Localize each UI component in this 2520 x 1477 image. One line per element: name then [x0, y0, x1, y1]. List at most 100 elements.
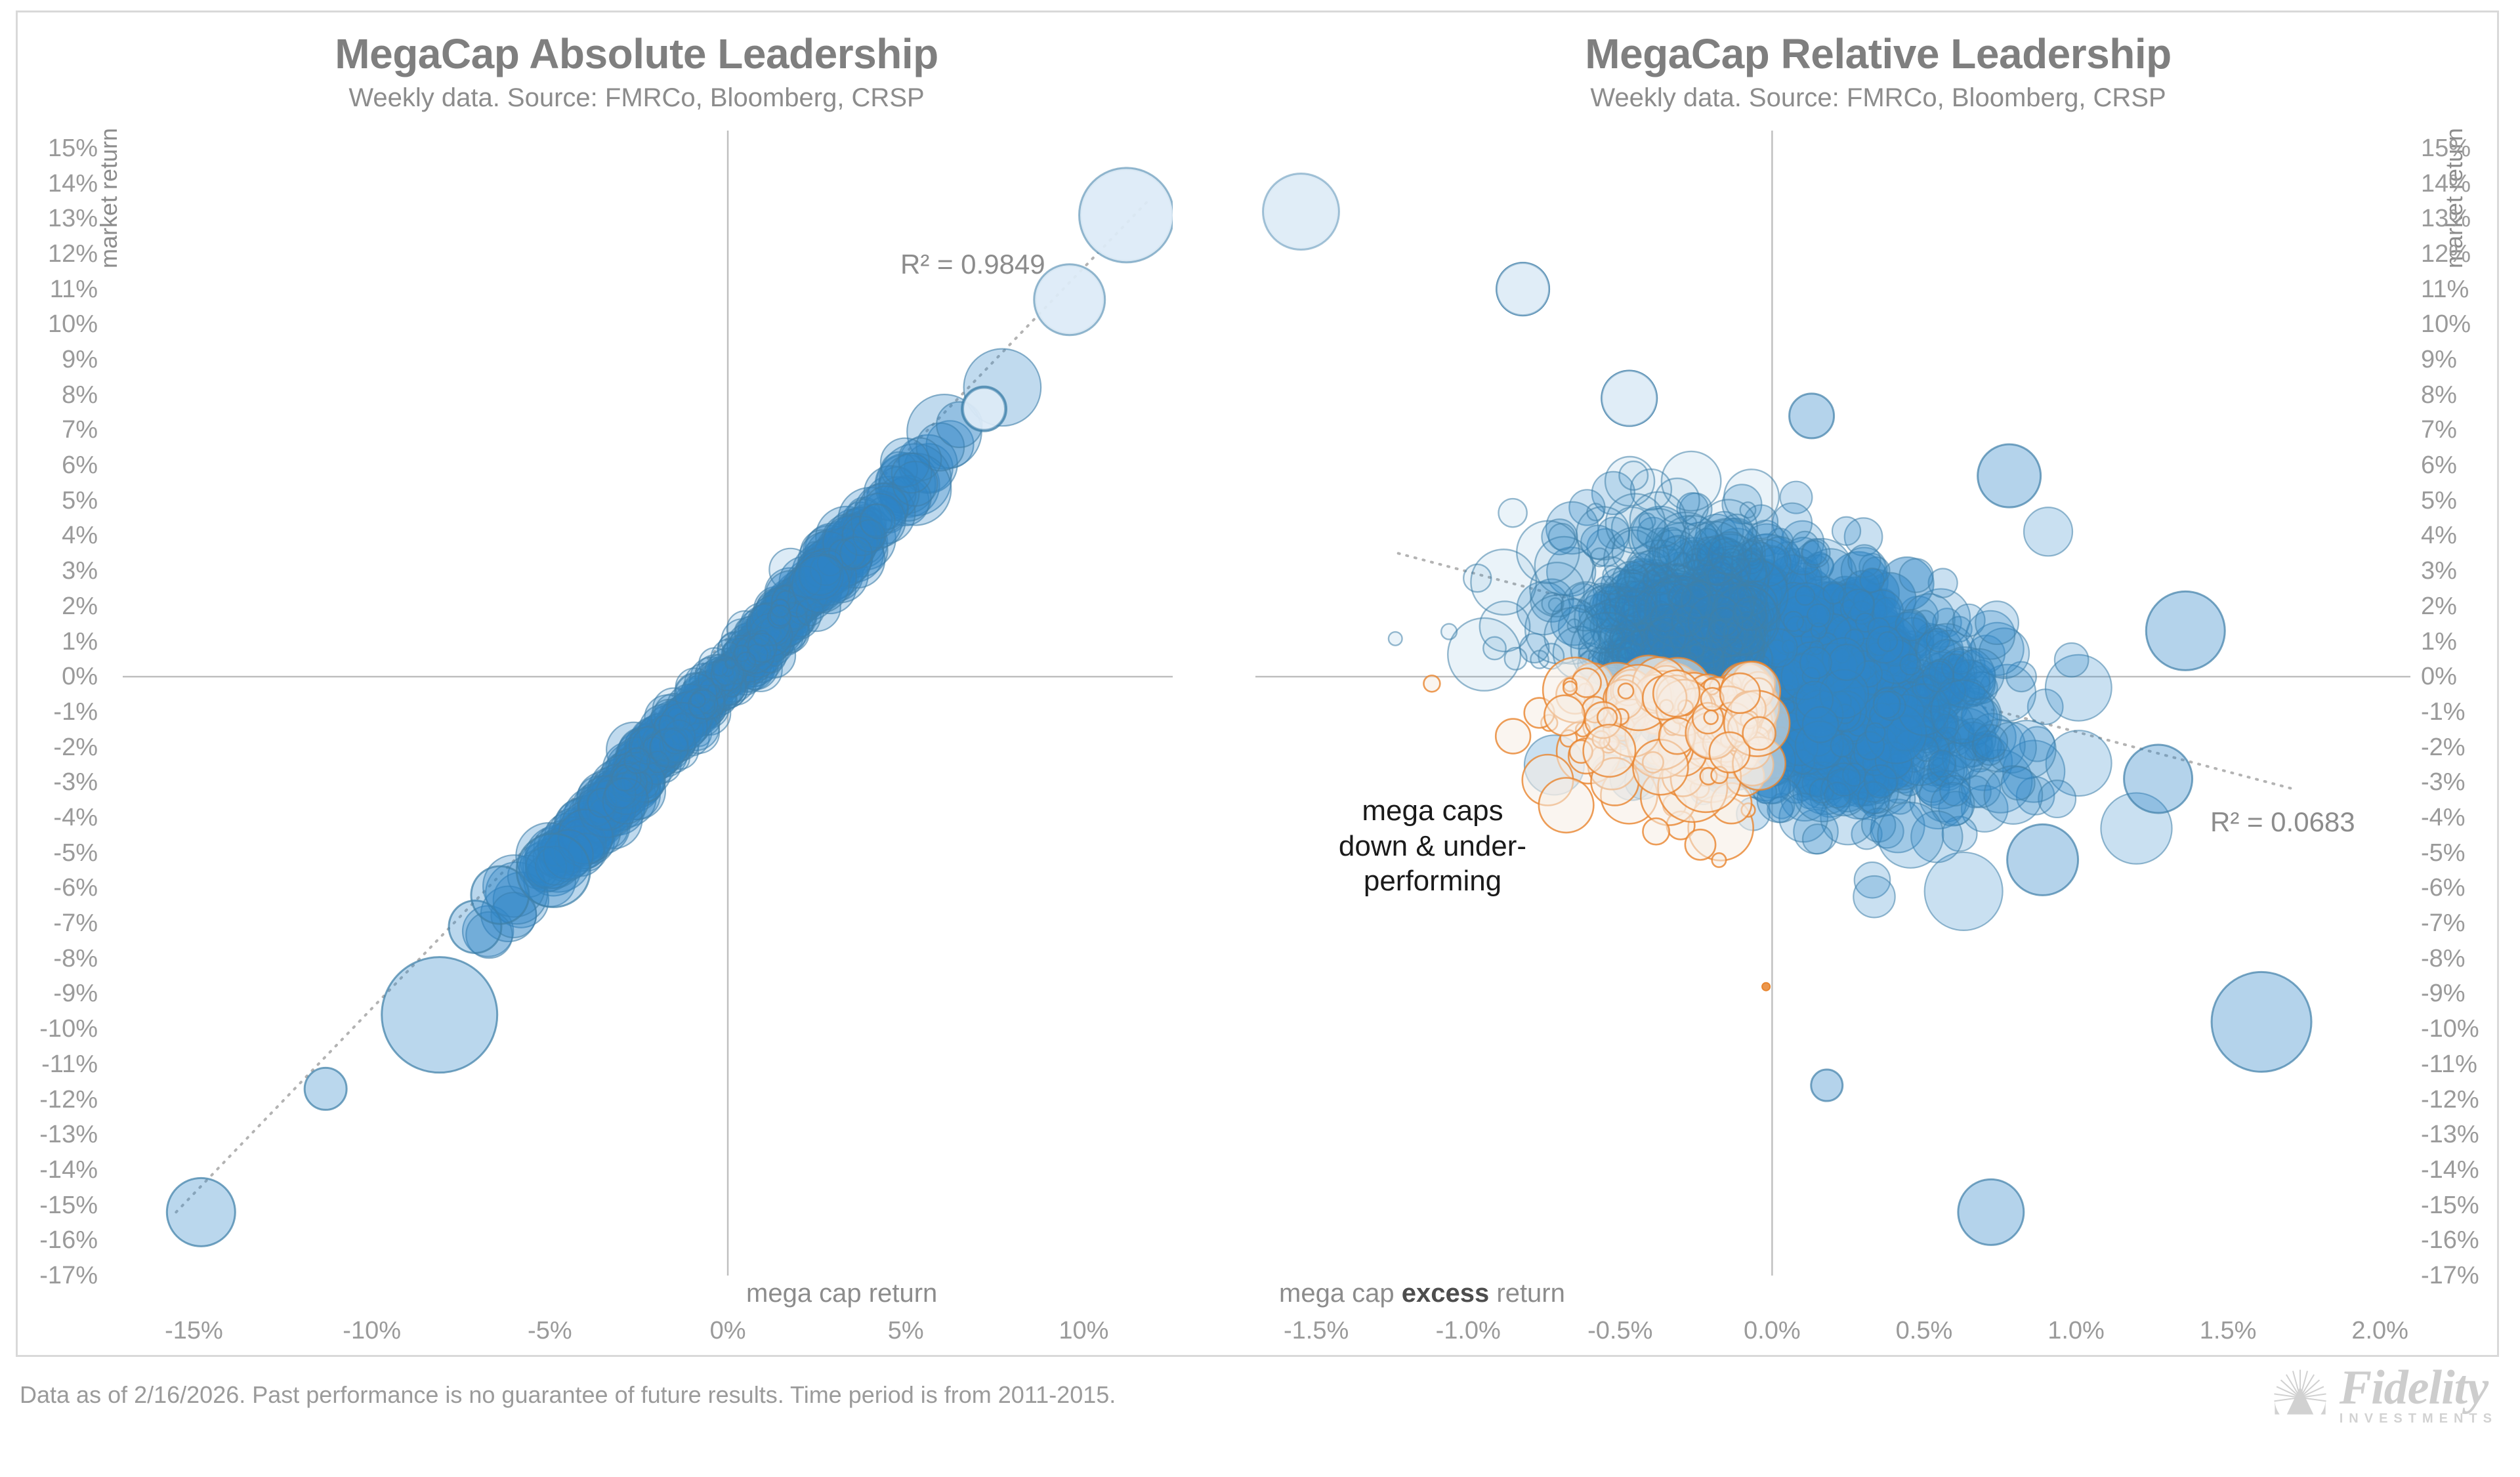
x-tick-label: -1.0%	[1435, 1317, 1501, 1344]
callout-line: down & under-	[1338, 829, 1527, 862]
y-tick-label: -15%	[39, 1191, 98, 1219]
scatter-relative	[1255, 131, 2410, 1276]
y-tick-label: 2%	[62, 592, 98, 620]
x-tick-label: -0.5%	[1587, 1317, 1653, 1344]
y-tick-label: -12%	[39, 1085, 98, 1113]
fidelity-pyramid-icon	[2274, 1369, 2326, 1415]
y-tick-label: -15%	[2421, 1191, 2479, 1219]
panel-subtitle-relative: Weekly data. Source: FMRCo, Bloomberg, C…	[1590, 83, 2166, 112]
y-tick-label: -6%	[53, 874, 98, 902]
y-tick-label: 11%	[2421, 275, 2469, 303]
fidelity-wordmark: Fidelity	[2339, 1361, 2488, 1415]
y-tick-label: 13%	[2421, 205, 2471, 233]
y-tick-label: 1%	[2421, 627, 2457, 655]
x-tick-label: 5%	[887, 1317, 924, 1344]
chart-frame: MegaCap Absolute Leadership Weekly data.…	[16, 10, 2499, 1357]
x-tick-label: 0.0%	[1744, 1317, 1801, 1344]
y-tick-label: 14%	[47, 169, 98, 198]
panel-title-absolute: MegaCap Absolute Leadership	[335, 30, 938, 77]
y-tick-label: -4%	[53, 804, 98, 831]
y-tick-label: -5%	[2421, 839, 2466, 867]
panel-subtitle-absolute: Weekly data. Source: FMRCo, Bloomberg, C…	[348, 83, 925, 112]
y-tick-label: -10%	[2421, 1015, 2479, 1043]
y-tick-label: -5%	[53, 839, 98, 867]
plot-area-absolute	[123, 131, 1173, 1276]
x-tick-label: 10%	[1059, 1317, 1109, 1344]
x-tick-label: 2.0%	[2351, 1317, 2408, 1344]
y-tick-label: -2%	[2421, 733, 2466, 761]
x-axis-label-part-3: return	[1489, 1279, 1565, 1308]
y-tick-label: -16%	[2421, 1226, 2479, 1255]
plot-area-relative	[1255, 131, 2410, 1276]
fidelity-logo: Fidelity INVESTMENTS	[2270, 1361, 2498, 1426]
y-tick-label: -9%	[53, 980, 98, 1008]
y-tick-label: 8%	[62, 381, 98, 409]
y-tick-label: -1%	[2421, 697, 2466, 726]
panel-absolute-leadership: MegaCap Absolute Leadership Weekly data.…	[18, 12, 1255, 1355]
y-tick-label: -6%	[2421, 874, 2466, 902]
y-tick-label: -17%	[2421, 1262, 2479, 1289]
y-tick-label: 8%	[2421, 381, 2457, 409]
y-tick-label: -13%	[2421, 1121, 2479, 1149]
x-tick-label: -1.5%	[1283, 1317, 1349, 1344]
y-tick-label: 4%	[62, 522, 98, 550]
y-tick-label: 4%	[2421, 522, 2457, 550]
y-tick-label: -8%	[2421, 944, 2466, 972]
x-axis-label-part-1: mega cap	[1279, 1279, 1402, 1308]
callout-line: performing	[1363, 865, 1502, 898]
y-tick-label: 7%	[2421, 416, 2457, 444]
x-tick-label: 0%	[709, 1317, 746, 1344]
y-tick-label: -11%	[41, 1050, 98, 1078]
y-tick-label: 10%	[47, 310, 98, 339]
y-tick-label: -16%	[39, 1226, 98, 1255]
x-tick-label: -15%	[165, 1317, 223, 1344]
y-tick-label: -8%	[53, 944, 98, 972]
y-tick-label: 3%	[62, 557, 98, 585]
y-tick-label: -14%	[2421, 1155, 2479, 1184]
y-axis-label-left: market return	[95, 127, 122, 268]
scatter-absolute	[123, 131, 1173, 1276]
x-tick-label: 0.5%	[1895, 1317, 1953, 1344]
y-tick-label: 15%	[2421, 134, 2471, 162]
y-tick-label: -11%	[2421, 1050, 2477, 1078]
fidelity-tagline: INVESTMENTS	[2339, 1411, 2498, 1426]
y-tick-label: 2%	[2421, 592, 2457, 620]
r-squared-label-left: R² = 0.9849	[900, 249, 1045, 280]
y-tick-label: -17%	[39, 1262, 98, 1289]
r-squared-label-right: R² = 0.0683	[2210, 806, 2355, 837]
x-axis-label-right: mega cap excess return	[1279, 1279, 1565, 1308]
y-tick-label: 10%	[2421, 310, 2471, 339]
y-tick-label: 15%	[47, 134, 98, 162]
x-tick-label: -5%	[528, 1317, 572, 1344]
y-tick-label: -3%	[2421, 768, 2466, 797]
y-tick-label: -7%	[53, 909, 98, 938]
callout-mega-caps-underperforming: mega caps down & under-performing	[1295, 793, 1570, 899]
y-tick-label: -13%	[39, 1121, 98, 1149]
x-tick-label: -10%	[343, 1317, 402, 1344]
y-tick-label: 11%	[49, 275, 98, 303]
y-tick-label: -14%	[39, 1155, 98, 1184]
y-tick-label: 9%	[2421, 346, 2457, 373]
y-tick-label: 1%	[62, 627, 98, 655]
y-tick-label: 6%	[2421, 451, 2457, 480]
callout-line: mega caps	[1362, 795, 1503, 827]
y-tick-label: 5%	[62, 486, 98, 514]
x-axis-label-left: mega cap return	[746, 1279, 938, 1308]
y-tick-label: -3%	[53, 768, 98, 797]
panel-title-relative: MegaCap Relative Leadership	[1585, 30, 2172, 77]
x-tick-label: 1.0%	[2048, 1317, 2105, 1344]
y-tick-label: -9%	[2421, 980, 2466, 1008]
y-tick-label: 12%	[2421, 239, 2471, 268]
y-tick-label: 5%	[2421, 486, 2457, 514]
y-tick-label: -12%	[2421, 1085, 2479, 1113]
y-tick-label: -7%	[2421, 909, 2466, 938]
panel-relative-leadership: MegaCap Relative Leadership Weekly data.…	[1255, 12, 2501, 1355]
y-tick-label: 6%	[62, 451, 98, 480]
y-tick-label: -2%	[53, 733, 98, 761]
y-tick-label: -10%	[39, 1015, 98, 1043]
x-axis-label-emphasis: excess	[1401, 1279, 1490, 1308]
y-tick-label: 12%	[47, 239, 98, 268]
y-tick-label: 0%	[62, 663, 98, 691]
y-tick-label: -4%	[2421, 804, 2466, 831]
footer-disclaimer: Data as of 2/16/2026. Past performance i…	[20, 1381, 1116, 1408]
